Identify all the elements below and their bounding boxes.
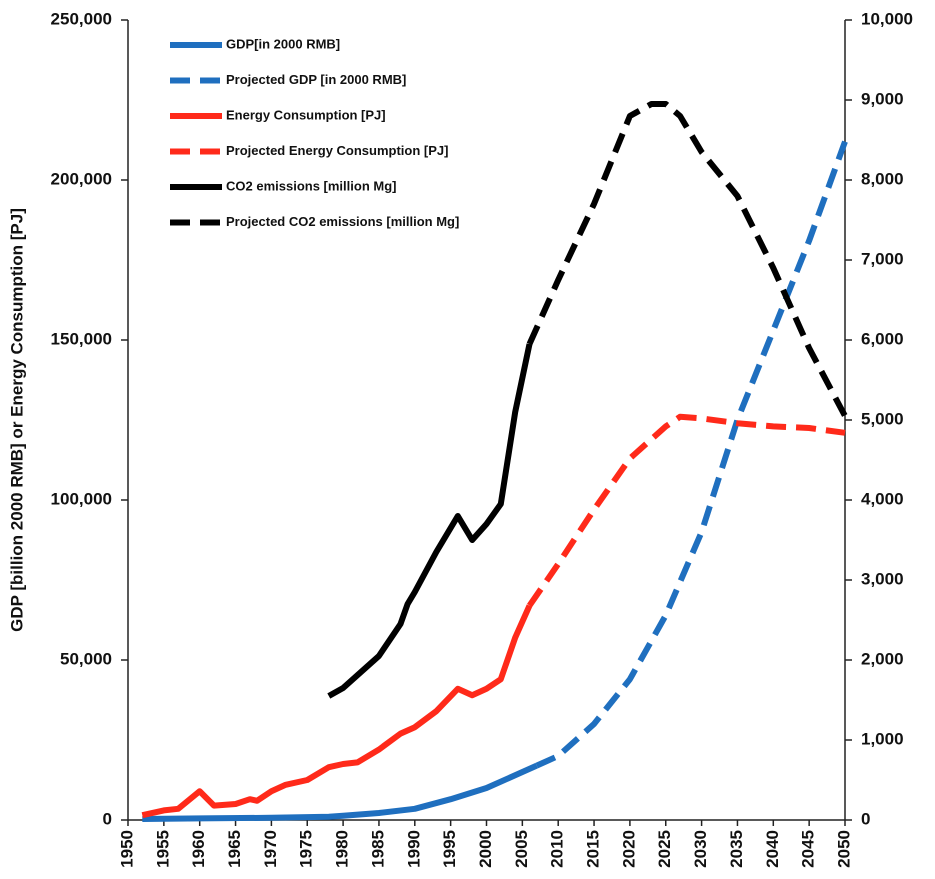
legend-label: GDP[in 2000 RMB]: [226, 36, 340, 51]
x-tick-label: 1960: [189, 830, 208, 868]
y2-tick-label: 1,000: [861, 729, 904, 748]
legend-label: CO2 emissions [million Mg]: [226, 178, 396, 193]
x-tick-label: 2045: [799, 830, 818, 868]
y-tick-label: 200,000: [51, 169, 112, 188]
y-tick-label: 250,000: [51, 9, 112, 28]
y2-tick-label: 3,000: [861, 569, 904, 588]
x-tick-label: 2035: [727, 830, 746, 868]
x-tick-label: 1980: [333, 830, 352, 868]
x-tick-label: 1975: [297, 830, 316, 868]
y2-tick-label: 2,000: [861, 649, 904, 668]
legend-label: Energy Consumption [PJ]: [226, 107, 386, 122]
x-tick-label: 2040: [763, 830, 782, 868]
x-tick-label: 2025: [655, 830, 674, 868]
series-line: [142, 606, 529, 816]
y2-tick-label: 10,000: [861, 9, 913, 28]
series-line: [530, 104, 846, 416]
x-tick-label: 1955: [153, 830, 172, 868]
y-tick-label: 50,000: [60, 649, 112, 668]
legend-label: Projected CO2 emissions [million Mg]: [226, 214, 459, 229]
x-tick-label: 2000: [476, 830, 495, 868]
legend-label: Projected Energy Consumption [PJ]: [226, 143, 448, 158]
x-tick-label: 2010: [548, 830, 567, 868]
x-tick-label: 2005: [512, 830, 531, 868]
x-tick-label: 2020: [619, 830, 638, 868]
x-tick-label: 1970: [261, 830, 280, 868]
x-tick-label: 1950: [117, 830, 136, 868]
x-tick-label: 2015: [584, 830, 603, 868]
series-line: [537, 142, 845, 766]
y2-tick-label: 8,000: [861, 169, 904, 188]
y2-tick-label: 7,000: [861, 249, 904, 268]
x-tick-label: 2030: [691, 830, 710, 868]
y2-tick-label: 6,000: [861, 329, 904, 348]
series-line: [530, 417, 846, 606]
chart: GDP [billion 2000 RMB] or Energy Consump…: [0, 0, 935, 879]
x-tick-label: 2050: [834, 830, 853, 868]
legend-label: Projected GDP [in 2000 RMB]: [226, 72, 406, 87]
x-tick-label: 1985: [368, 830, 387, 868]
y2-tick-label: 0: [861, 809, 870, 828]
y-tick-label: 150,000: [51, 329, 112, 348]
y-axis-label: GDP [billion 2000 RMB] or Energy Consump…: [7, 208, 26, 632]
y2-tick-label: 5,000: [861, 409, 904, 428]
x-tick-label: 1990: [404, 830, 423, 868]
series-line: [329, 344, 530, 696]
y-tick-label: 100,000: [51, 489, 112, 508]
x-tick-label: 1965: [225, 830, 244, 868]
y-tick-label: 0: [103, 809, 112, 828]
y2-tick-label: 9,000: [861, 89, 904, 108]
x-tick-label: 1995: [440, 830, 459, 868]
y2-tick-label: 4,000: [861, 489, 904, 508]
